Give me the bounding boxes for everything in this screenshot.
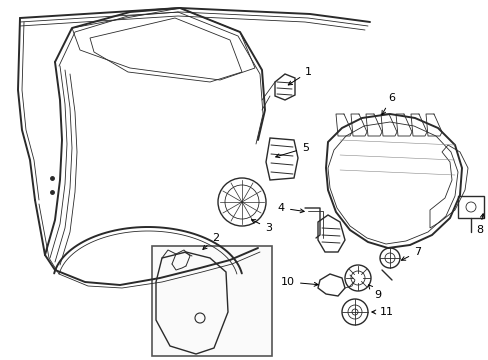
- Text: 5: 5: [275, 143, 308, 158]
- Text: 6: 6: [381, 93, 394, 114]
- Bar: [152, 246, 271, 356]
- Text: 2: 2: [203, 233, 219, 249]
- Text: 8: 8: [475, 214, 483, 235]
- Bar: [457, 196, 483, 218]
- Text: 9: 9: [368, 285, 380, 300]
- Text: 10: 10: [281, 277, 318, 287]
- Text: 4: 4: [277, 203, 304, 213]
- Text: 1: 1: [287, 67, 311, 85]
- Text: 7: 7: [401, 247, 420, 260]
- Text: 3: 3: [251, 220, 271, 233]
- Text: 11: 11: [371, 307, 393, 317]
